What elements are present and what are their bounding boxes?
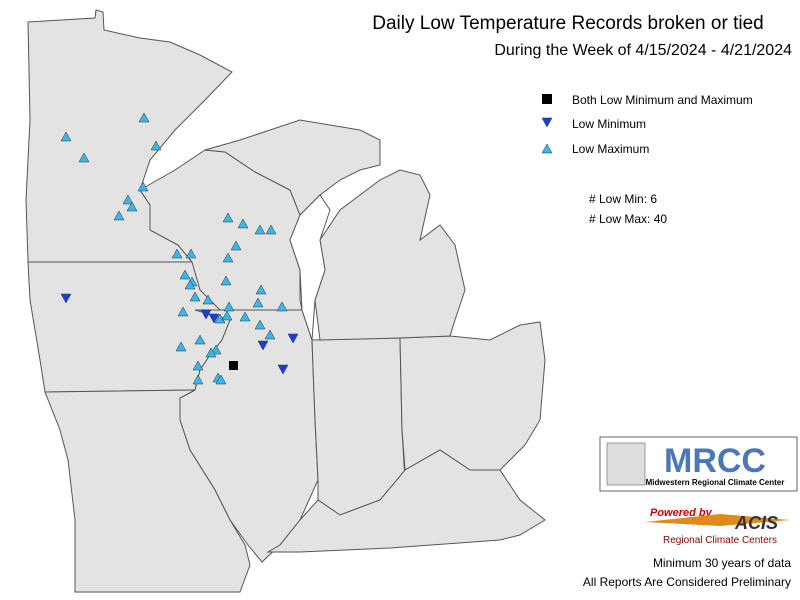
low-max-marker (264, 329, 276, 340)
acis-name: ACIS (734, 513, 778, 533)
michigan-lower (314, 169, 466, 341)
low-max-marker (237, 218, 249, 229)
logo-name: MRCC (664, 442, 766, 480)
low-max-marker (220, 275, 232, 286)
low-max-marker (122, 194, 134, 205)
low-max-marker (230, 240, 242, 251)
low-max-marker (78, 152, 90, 163)
acis-full-name: Regional Climate Centers (663, 535, 777, 546)
note: Minimum 30 years of data (653, 556, 791, 570)
low-max-marker (184, 279, 196, 290)
low-max-marker (60, 131, 72, 142)
legend-label: Low Minimum (572, 117, 646, 131)
low-max-marker (255, 284, 267, 295)
low-max-marker (202, 294, 214, 305)
low-max-marker (276, 301, 288, 312)
low-max-marker (150, 140, 162, 151)
low-max-marker (205, 347, 217, 358)
low-max-marker (254, 224, 266, 235)
low-max-marker (222, 252, 234, 263)
low-max-marker (222, 212, 234, 223)
legend-up-triangle (541, 143, 553, 154)
logo-icon (606, 442, 646, 486)
low-max-marker (189, 291, 201, 302)
low-max-marker (175, 341, 187, 352)
legend-label: Both Low Minimum and Maximum (572, 93, 753, 107)
lake-michigan (289, 194, 331, 341)
count-low-max: # Low Max: 40 (589, 212, 667, 226)
michigan-upper (204, 119, 381, 216)
legend-down-triangle (541, 117, 553, 128)
low-max-marker (239, 311, 251, 322)
low-max-marker (192, 360, 204, 371)
low-max-marker (215, 374, 227, 385)
low-max-marker (177, 306, 189, 317)
acis-powered: Powered by (650, 507, 713, 519)
low-max-marker (194, 334, 206, 345)
low-max-marker (221, 310, 233, 321)
low-max-marker (223, 301, 235, 312)
low-max-marker (254, 319, 266, 330)
low-max-marker (138, 112, 150, 123)
station-markers (60, 112, 299, 385)
low-min-marker (208, 313, 220, 324)
low-max-marker (210, 344, 222, 355)
note: All Reports Are Considered Preliminary (583, 575, 791, 589)
low-max-marker (214, 313, 226, 324)
subtitle: During the Week of 4/15/2024 - 4/21/2024 (494, 42, 792, 59)
logo-full-name: Midwestern Regional Climate Center (646, 478, 785, 487)
low-max-marker (185, 248, 197, 259)
low-max-marker (179, 269, 191, 280)
low-max-marker (113, 210, 125, 221)
low-max-marker (192, 374, 204, 385)
count-low-min: # Low Min: 6 (589, 192, 657, 206)
low-max-marker (126, 201, 138, 212)
low-max-marker (252, 297, 264, 308)
legend-label: Low Maximum (572, 142, 649, 156)
missouri (44, 389, 251, 593)
low-min-marker (200, 309, 212, 320)
both-marker (229, 361, 238, 370)
low-min-marker (60, 293, 72, 304)
low-min-marker (257, 340, 269, 351)
low-min-marker (287, 333, 299, 344)
low-min-marker (277, 364, 289, 375)
low-max-marker (171, 248, 183, 259)
acis-swoosh (645, 514, 790, 526)
low-max-marker (137, 181, 149, 192)
kentucky (266, 449, 546, 553)
title: Daily Low Temperature Records broken or … (372, 13, 763, 34)
low-max-marker (265, 224, 277, 235)
legend-square (542, 94, 552, 104)
